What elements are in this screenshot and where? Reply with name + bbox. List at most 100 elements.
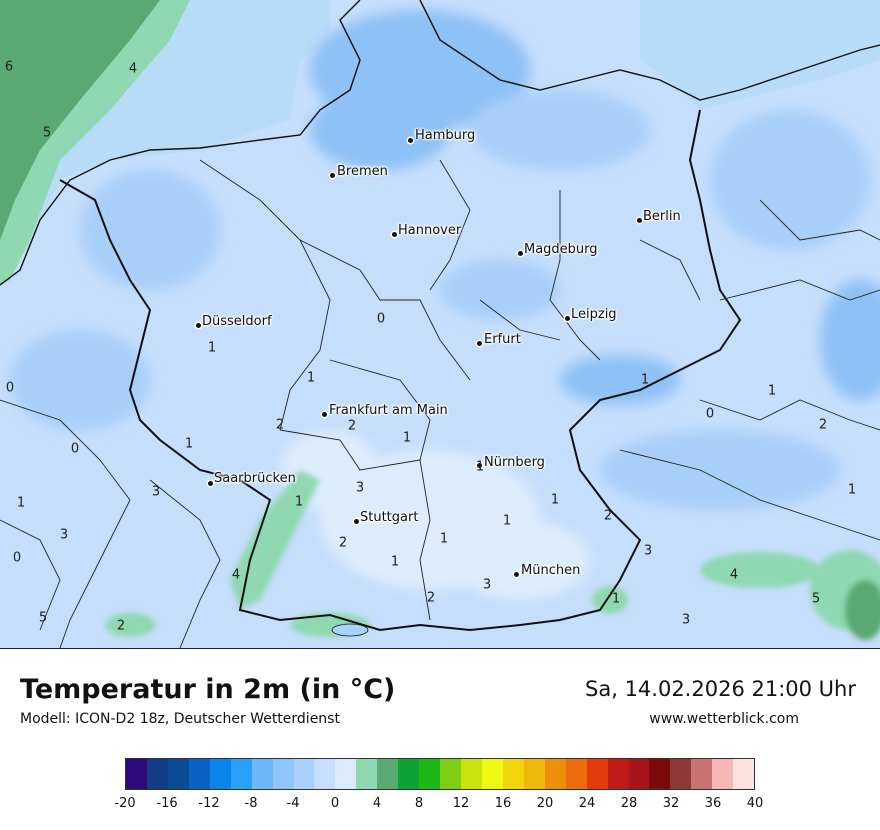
legend-color-cell (146, 759, 168, 789)
green-patches (105, 470, 880, 640)
legend-color-cell (209, 759, 231, 789)
city-label-nuernberg: Nürnberg (484, 455, 545, 470)
color-legend-bar (125, 758, 755, 790)
weather-map: Hamburg Bremen Berlin Hannover Magdeburg… (0, 0, 880, 649)
legend-color-cell (544, 759, 566, 789)
model-info: Modell: ICON-D2 18z, Deutscher Wetterdie… (20, 711, 340, 727)
temp-value: 2 (338, 535, 348, 551)
city-label-bremen: Bremen (337, 164, 388, 179)
city-dot-hannover (392, 232, 397, 237)
temp-value: 1 (390, 554, 400, 570)
legend-tick-label: 16 (494, 796, 512, 811)
lake-bodensee (331, 623, 369, 637)
legend-color-cell (251, 759, 273, 789)
temp-value: 1 (502, 513, 512, 529)
temp-value: 1 (640, 372, 650, 388)
city-dot-muenchen (514, 572, 519, 577)
temp-value: 2 (426, 590, 436, 606)
city-label-berlin: Berlin (643, 209, 681, 224)
legend-tick-label: 40 (746, 796, 764, 811)
legend-color-cell (377, 759, 399, 789)
map-title: Temperatur in 2m (in °C) (20, 674, 396, 705)
legend-color-cell (356, 759, 378, 789)
city-dot-leipzig (565, 316, 570, 321)
temp-value: 1 (767, 383, 777, 399)
legend-color-cell (293, 759, 315, 789)
legend-tick-label: 8 (414, 796, 424, 811)
legend-tick-label: -20 (114, 796, 136, 811)
legend-color-cell (188, 759, 210, 789)
temp-value: 1 (611, 591, 621, 607)
city-label-stuttgart: Stuttgart (360, 510, 419, 525)
legend-color-cell (461, 759, 482, 789)
legend-tick-label: -12 (198, 796, 220, 811)
legend-tick-label: 20 (536, 796, 554, 811)
city-dot-saarbruecken (208, 481, 213, 486)
city-label-frankfurt: Frankfurt am Main (329, 403, 448, 418)
temp-value: 4 (231, 567, 241, 583)
legend-color-cell (419, 759, 441, 789)
temp-value: 6 (4, 59, 14, 75)
temp-value: 5 (811, 591, 821, 607)
temp-value: 2 (818, 417, 828, 433)
legend-color-cell (691, 759, 713, 789)
legend-color-cell (565, 759, 587, 789)
north-sea-deep (0, 0, 160, 240)
temp-value: 4 (128, 61, 138, 77)
legend-color-cell (230, 759, 252, 789)
state-borders (0, 159, 880, 648)
city-label-muenchen: München (521, 563, 581, 578)
city-label-erfurt: Erfurt (484, 332, 521, 347)
city-label-hamburg: Hamburg (415, 128, 476, 143)
temp-value: 5 (42, 125, 52, 141)
city-label-duesseldorf: Düsseldorf (202, 314, 272, 329)
city-dot-duesseldorf (196, 323, 201, 328)
city-label-saarbruecken: Saarbrücken (214, 471, 296, 486)
temp-value: 3 (355, 480, 365, 496)
city-dot-stuttgart (354, 519, 359, 524)
temp-value: 2 (116, 618, 126, 634)
temp-value: 3 (643, 543, 653, 559)
map-canvas (0, 0, 880, 648)
city-label-magdeburg: Magdeburg (524, 242, 598, 257)
temp-value: 1 (16, 495, 26, 511)
legend-tick-label: 28 (620, 796, 638, 811)
legend-color-cell (314, 759, 336, 789)
city-label-leipzig: Leipzig (571, 307, 617, 322)
temp-value: 0 (376, 311, 386, 327)
temp-value: 3 (482, 577, 492, 593)
website-label: www.wetterblick.com (649, 711, 799, 727)
temp-value: 3 (151, 484, 161, 500)
legend-color-cell (481, 759, 503, 789)
baltic-sea (640, 0, 880, 110)
legend-color-cell (440, 759, 461, 789)
forecast-datetime: Sa, 14.02.2026 21:00 Uhr (585, 677, 856, 701)
temp-value: 1 (439, 531, 449, 547)
city-dot-magdeburg (518, 251, 523, 256)
legend-color-cell (398, 759, 420, 789)
temp-value: 1 (475, 459, 485, 475)
legend-color-cell (502, 759, 524, 789)
legend-tick-label: 32 (662, 796, 680, 811)
legend-color-cell (167, 759, 189, 789)
legend-color-cell (586, 759, 608, 789)
legend-tick-label: 24 (578, 796, 596, 811)
legend-color-cell (670, 759, 692, 789)
temp-value: 5 (38, 610, 48, 626)
legend-color-cell (649, 759, 671, 789)
legend-color-cell (628, 759, 650, 789)
color-legend-ticks: -20 -16 -12 -8 -4 0 4 8 12 16 20 24 28 32 36 40 (0, 796, 880, 816)
legend-color-cell (733, 759, 755, 789)
legend-color-cell (126, 759, 147, 789)
city-dot-nuernberg (477, 463, 482, 468)
legend-tick-label: 4 (372, 796, 382, 811)
temp-value: 1 (847, 482, 857, 498)
temp-value: 1 (306, 370, 316, 386)
legend-tick-label: 12 (452, 796, 470, 811)
legend-color-cell (523, 759, 545, 789)
legend-tick-label: -4 (286, 796, 300, 811)
coastline (0, 0, 880, 286)
legend-tick-label: -8 (244, 796, 258, 811)
city-dot-erfurt (477, 341, 482, 346)
temp-value: 3 (59, 527, 69, 543)
